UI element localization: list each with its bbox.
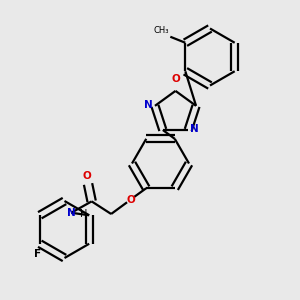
Text: N: N	[190, 124, 199, 134]
Text: N: N	[67, 208, 76, 218]
Text: O: O	[82, 171, 91, 181]
Text: H: H	[80, 209, 87, 219]
Text: CH₃: CH₃	[153, 26, 169, 35]
Text: O: O	[171, 74, 180, 84]
Text: N: N	[144, 100, 153, 110]
Text: F: F	[34, 249, 41, 259]
Text: O: O	[126, 195, 135, 205]
